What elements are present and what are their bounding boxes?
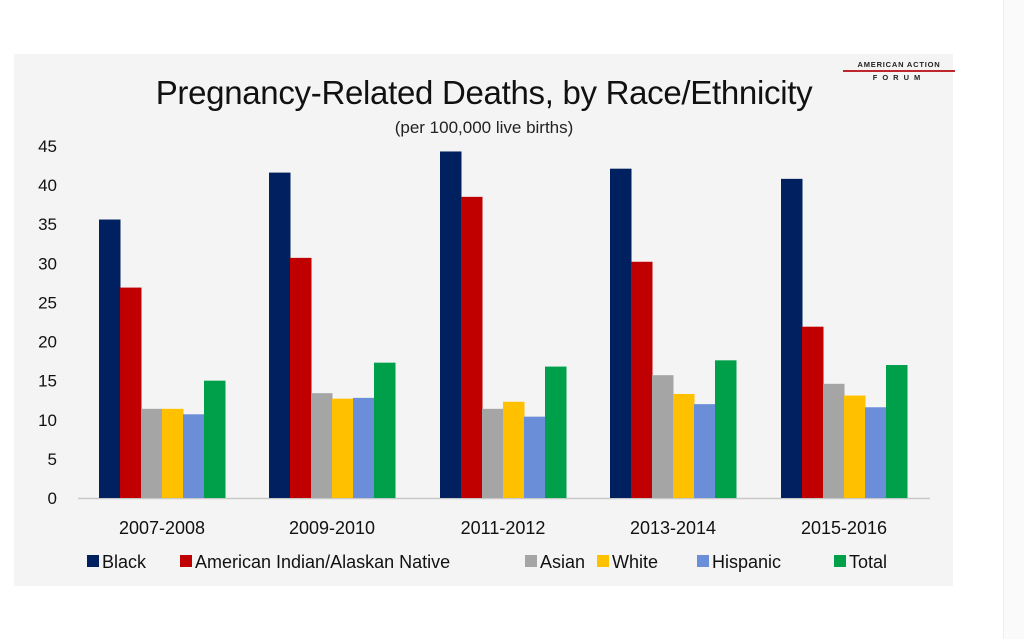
legend-label: Black (102, 552, 147, 572)
bar-total-2013-2014 (715, 360, 737, 498)
bar-black-2015-2016 (781, 178, 803, 498)
legend-item-hispanic: Hispanic (697, 552, 781, 572)
bar-asian-2013-2014 (652, 375, 674, 498)
bar-group-2007-2008 (99, 219, 226, 499)
x-tick-label: 2013-2014 (630, 518, 716, 538)
bar-hispanic-2013-2014 (694, 404, 716, 498)
legend-label: Hispanic (712, 552, 781, 572)
legend-swatch (180, 555, 192, 567)
bar-group-2013-2014 (610, 168, 737, 498)
y-tick-label: 5 (48, 450, 57, 469)
y-tick-label: 40 (38, 176, 57, 195)
bar-white-2007-2008 (162, 408, 184, 498)
legend: Black American Indian/Alaskan Native Asian… (87, 552, 887, 572)
y-tick-label: 0 (48, 489, 57, 508)
bar-asian-2015-2016 (823, 383, 845, 498)
legend-swatch (87, 555, 99, 567)
chart-subtitle: (per 100,000 live births) (394, 118, 574, 137)
bars (99, 151, 908, 499)
legend-item-white: White (597, 552, 658, 572)
bar-asian-2007-2008 (141, 408, 163, 498)
bar-black-2007-2008 (99, 219, 121, 499)
legend-item-american-indian-alaskan-native: American Indian/Alaskan Native (180, 552, 450, 572)
american-action-forum-logo: AMERICAN ACTION FORUM (843, 60, 955, 82)
bar-american-indian-alaskan-native-2011-2012 (461, 196, 483, 498)
x-tick-label: 2009-2010 (289, 518, 375, 538)
x-tick-label: 2011-2012 (461, 518, 546, 538)
y-tick-label: 10 (38, 411, 57, 430)
bar-white-2013-2014 (673, 393, 695, 498)
bar-black-2011-2012 (440, 151, 462, 498)
bar-white-2009-2010 (332, 398, 354, 498)
legend-swatch (525, 555, 537, 567)
x-axis-labels: 2007-2008 2009-2010 2011-2012 2013-2014 2015… (119, 518, 887, 538)
bar-group-2015-2016 (781, 178, 908, 498)
bar-total-2009-2010 (374, 362, 396, 498)
legend-swatch (834, 555, 846, 567)
y-tick-label: 20 (38, 333, 57, 352)
legend-label: Total (849, 552, 887, 572)
y-axis: 0 5 10 15 20 25 30 35 40 45 (38, 137, 57, 508)
legend-swatch (697, 555, 709, 567)
bar-group-2011-2012 (440, 151, 567, 498)
logo-line-1: AMERICAN ACTION (843, 60, 955, 72)
bar-asian-2009-2010 (311, 393, 333, 498)
bar-asian-2011-2012 (482, 408, 504, 498)
bar-american-indian-alaskan-native-2007-2008 (120, 287, 142, 498)
legend-label: White (612, 552, 658, 572)
scrollbar-track (1003, 0, 1024, 639)
y-tick-label: 45 (38, 137, 57, 156)
y-tick-label: 15 (38, 372, 57, 391)
bar-total-2015-2016 (886, 365, 908, 498)
bar-total-2011-2012 (545, 366, 567, 498)
legend-label: American Indian/Alaskan Native (195, 552, 450, 572)
bar-white-2011-2012 (503, 401, 525, 498)
legend-item-asian: Asian (525, 552, 585, 572)
x-tick-label: 2007-2008 (119, 518, 205, 538)
legend-swatch (597, 555, 609, 567)
bar-hispanic-2007-2008 (183, 414, 205, 498)
x-tick-label: 2015-2016 (801, 518, 887, 538)
y-tick-label: 30 (38, 254, 57, 273)
y-tick-label: 25 (38, 293, 57, 312)
bar-american-indian-alaskan-native-2015-2016 (802, 326, 824, 498)
legend-item-total: Total (834, 552, 887, 572)
bar-american-indian-alaskan-native-2013-2014 (631, 261, 653, 498)
bar-black-2009-2010 (269, 172, 291, 498)
bar-hispanic-2011-2012 (524, 416, 546, 498)
chart-title: Pregnancy-Related Deaths, by Race/Ethnic… (155, 74, 813, 111)
bar-total-2007-2008 (204, 380, 226, 498)
legend-label: Asian (540, 552, 585, 572)
legend-item-black: Black (87, 552, 147, 572)
bar-black-2013-2014 (610, 168, 632, 498)
bar-group-2009-2010 (269, 172, 396, 498)
bar-american-indian-alaskan-native-2009-2010 (290, 257, 312, 498)
bar-white-2015-2016 (844, 395, 866, 498)
logo-line-2: FORUM (872, 73, 926, 82)
y-tick-label: 35 (38, 215, 57, 234)
bar-hispanic-2009-2010 (353, 397, 375, 498)
bar-hispanic-2015-2016 (865, 407, 887, 498)
